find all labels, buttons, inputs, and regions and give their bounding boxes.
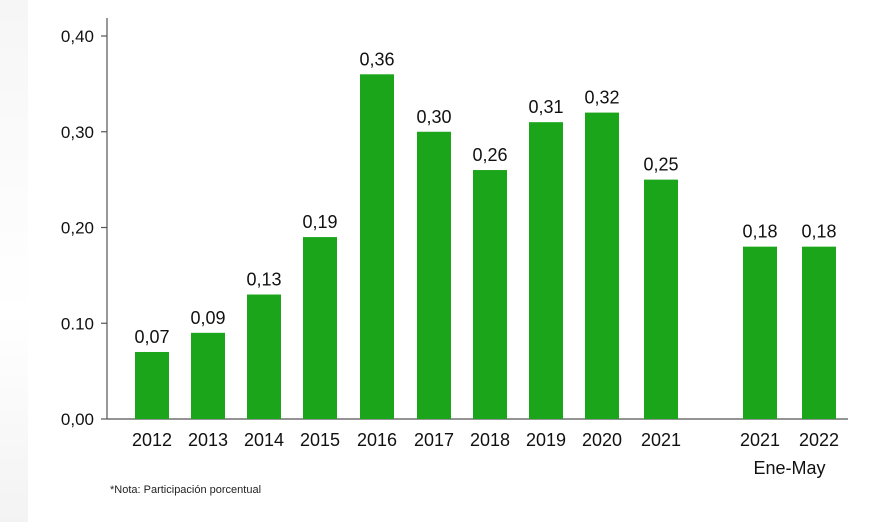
- bar: [585, 112, 619, 419]
- y-tick-label: 0,40: [61, 27, 94, 46]
- y-tick-label: 0.10: [61, 314, 94, 333]
- data-label: 0,09: [190, 308, 225, 328]
- x-tick-label: 2012: [132, 430, 172, 450]
- data-label: 0,25: [643, 155, 678, 175]
- x-tick-label: 2022: [799, 430, 839, 450]
- page-edge-shade: [0, 0, 28, 522]
- y-tick-label: 0,00: [61, 410, 94, 429]
- data-label: 0,31: [528, 97, 563, 117]
- data-label: 0,36: [359, 49, 394, 69]
- bar: [473, 170, 507, 419]
- bar: [529, 122, 563, 420]
- bar: [802, 246, 836, 419]
- data-label: 0,32: [584, 88, 619, 108]
- bar: [303, 237, 337, 419]
- chart-labels: 0,07 2012 0,09 2013 0,13 2014 0,19 2015 0,36 2016…: [132, 49, 839, 478]
- x-tick-label: 2015: [300, 430, 340, 450]
- data-label: 0,07: [134, 327, 169, 347]
- y-tick-label: 0,30: [61, 123, 94, 142]
- bar: [360, 74, 394, 420]
- bar: [191, 332, 225, 419]
- x-tick-label: 2016: [357, 430, 397, 450]
- data-label: 0,13: [246, 270, 281, 290]
- x-tick-label: 2019: [526, 430, 566, 450]
- data-label: 0,26: [472, 145, 507, 165]
- x-tick-label: 2013: [188, 430, 228, 450]
- bar: [644, 179, 678, 419]
- data-label: 0,19: [302, 212, 337, 232]
- x-tick-label: 2021: [740, 430, 780, 450]
- bar: [247, 294, 281, 419]
- chart-bars: [135, 74, 836, 420]
- x-tick-label: 2018: [470, 430, 510, 450]
- x-tick-label: 2017: [414, 430, 454, 450]
- data-label: 0,18: [801, 222, 836, 242]
- x-tick-label: 2014: [244, 430, 284, 450]
- data-label: 0,18: [742, 222, 777, 242]
- data-label: 0,30: [416, 107, 451, 127]
- bar: [417, 131, 451, 419]
- bar: [135, 351, 169, 419]
- chart-note: *Nota: Participación porcentual: [110, 484, 262, 496]
- y-tick-label: 0,20: [61, 219, 94, 238]
- bar: [743, 246, 777, 419]
- group-label: Ene-May: [753, 458, 825, 478]
- x-tick-label: 2021: [641, 430, 681, 450]
- x-tick-label: 2020: [582, 430, 622, 450]
- chart-axes: 0,00 0.10 0,20 0,30 0,40: [61, 18, 848, 429]
